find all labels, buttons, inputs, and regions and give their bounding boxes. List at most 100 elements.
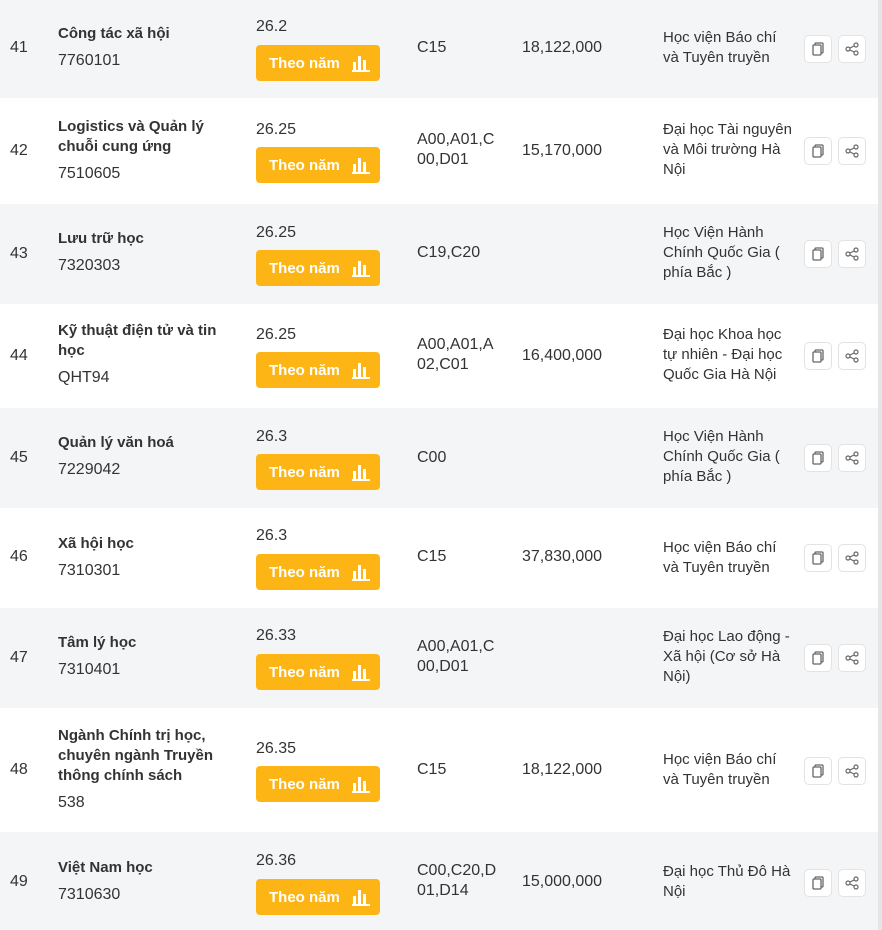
by-year-button[interactable]: Theo năm bbox=[256, 45, 380, 81]
major-title: Lưu trữ học bbox=[58, 230, 144, 247]
major-name: Kỹ thuật điện tử và tin học QHT94 bbox=[58, 321, 228, 388]
score: 26.25 bbox=[256, 224, 297, 241]
row-index: 41 bbox=[10, 39, 28, 56]
share-icon bbox=[845, 144, 859, 158]
row-index: 49 bbox=[10, 873, 28, 890]
bar-chart-icon bbox=[352, 665, 370, 681]
score: 26.2 bbox=[256, 18, 288, 35]
row-index: 42 bbox=[10, 142, 28, 159]
share-button[interactable] bbox=[838, 35, 866, 63]
copy-button[interactable] bbox=[804, 757, 832, 785]
share-button[interactable] bbox=[838, 444, 866, 472]
share-button[interactable] bbox=[838, 757, 866, 785]
row-index: 47 bbox=[10, 649, 28, 666]
school-name: Học viện Báo chí và Tuyên truyền bbox=[663, 539, 777, 576]
bar-chart-icon bbox=[352, 363, 370, 379]
share-button[interactable] bbox=[838, 342, 866, 370]
copy-icon bbox=[812, 651, 824, 665]
share-button[interactable] bbox=[838, 240, 866, 268]
major-name: Xã hội học 7310301 bbox=[58, 534, 228, 581]
copy-button[interactable] bbox=[804, 137, 832, 165]
by-year-button[interactable]: Theo năm bbox=[256, 879, 380, 915]
bar-chart-icon bbox=[352, 565, 370, 581]
share-icon bbox=[845, 349, 859, 363]
major-name: Tâm lý học 7310401 bbox=[58, 633, 228, 680]
major-title: Kỹ thuật điện tử và tin học bbox=[58, 322, 217, 359]
tuition-fee: 15,000,000 bbox=[522, 873, 603, 890]
score: 26.36 bbox=[256, 852, 297, 869]
tuition-fee: 18,122,000 bbox=[522, 39, 603, 56]
copy-icon bbox=[812, 551, 824, 565]
score: 26.33 bbox=[256, 627, 297, 644]
copy-button[interactable] bbox=[804, 35, 832, 63]
tuition-fee: 16,400,000 bbox=[522, 347, 603, 364]
bar-chart-icon bbox=[352, 465, 370, 481]
copy-button[interactable] bbox=[804, 240, 832, 268]
share-icon bbox=[845, 42, 859, 56]
school-name: Học viện Báo chí và Tuyên truyền bbox=[663, 751, 777, 788]
subject-combos: A00,A01,A02,C01 bbox=[417, 336, 494, 373]
share-button[interactable] bbox=[838, 137, 866, 165]
by-year-label: Theo năm bbox=[269, 259, 340, 277]
score: 26.3 bbox=[256, 527, 288, 544]
major-name: Công tác xã hội 7760101 bbox=[58, 24, 228, 71]
share-button[interactable] bbox=[838, 644, 866, 672]
school-name: Học Viện Hành Chính Quốc Gia ( phía Bắc … bbox=[663, 428, 780, 485]
school-name: Đại học Tài nguyên và Môi trường Hà Nội bbox=[663, 121, 792, 178]
copy-button[interactable] bbox=[804, 444, 832, 472]
row-index: 48 bbox=[10, 761, 28, 778]
tuition-fee: 37,830,000 bbox=[522, 548, 603, 565]
copy-icon bbox=[812, 764, 824, 778]
by-year-label: Theo năm bbox=[269, 463, 340, 481]
table-row: 45 Quản lý văn hoá 7229042 26.3 Theo năm… bbox=[0, 408, 878, 508]
share-button[interactable] bbox=[838, 869, 866, 897]
scrollbar[interactable] bbox=[878, 0, 882, 930]
by-year-label: Theo năm bbox=[269, 54, 340, 72]
bar-chart-icon bbox=[352, 158, 370, 174]
copy-button[interactable] bbox=[804, 544, 832, 572]
by-year-label: Theo năm bbox=[269, 663, 340, 681]
copy-icon bbox=[812, 876, 824, 890]
by-year-button[interactable]: Theo năm bbox=[256, 654, 380, 690]
subject-combos: C19,C20 bbox=[417, 244, 481, 261]
table-row: 47 Tâm lý học 7310401 26.33 Theo năm A00… bbox=[0, 608, 878, 708]
share-icon bbox=[845, 876, 859, 890]
copy-button[interactable] bbox=[804, 342, 832, 370]
share-icon bbox=[845, 451, 859, 465]
major-name: Logistics và Quản lý chuỗi cung ứng 7510… bbox=[58, 117, 228, 184]
school-name: Đại học Khoa học tự nhiên - Đại học Quốc… bbox=[663, 326, 783, 383]
by-year-button[interactable]: Theo năm bbox=[256, 352, 380, 388]
score: 26.25 bbox=[256, 326, 297, 343]
copy-button[interactable] bbox=[804, 644, 832, 672]
major-code: 7310401 bbox=[58, 661, 121, 678]
major-title: Quản lý văn hoá bbox=[58, 434, 174, 451]
share-button[interactable] bbox=[838, 544, 866, 572]
school-name: Đại học Thủ Đô Hà Nội bbox=[663, 863, 791, 900]
by-year-button[interactable]: Theo năm bbox=[256, 147, 380, 183]
major-title: Ngành Chính trị học, chuyên ngành Truyền… bbox=[58, 727, 214, 784]
school-name: Học Viện Hành Chính Quốc Gia ( phía Bắc … bbox=[663, 224, 780, 281]
by-year-button[interactable]: Theo năm bbox=[256, 454, 380, 490]
score: 26.3 bbox=[256, 428, 288, 445]
by-year-button[interactable]: Theo năm bbox=[256, 250, 380, 286]
by-year-button[interactable]: Theo năm bbox=[256, 766, 380, 802]
share-icon bbox=[845, 764, 859, 778]
major-title: Việt Nam học bbox=[58, 859, 153, 876]
major-title: Xã hội học bbox=[58, 535, 134, 552]
subject-combos: C00,C20,D01,D14 bbox=[417, 862, 497, 899]
row-index: 43 bbox=[10, 245, 28, 262]
major-code: 7310630 bbox=[58, 886, 121, 903]
by-year-label: Theo năm bbox=[269, 888, 340, 906]
major-title: Logistics và Quản lý chuỗi cung ứng bbox=[58, 118, 204, 155]
table-row: 42 Logistics và Quản lý chuỗi cung ứng 7… bbox=[0, 98, 878, 204]
table-row: 41 Công tác xã hội 7760101 26.2 Theo năm… bbox=[0, 0, 878, 98]
major-code: 7320303 bbox=[58, 257, 121, 274]
share-icon bbox=[845, 651, 859, 665]
subject-combos: A00,A01,C00,D01 bbox=[417, 131, 495, 168]
row-index: 45 bbox=[10, 449, 28, 466]
school-name: Học viện Báo chí và Tuyên truyền bbox=[663, 29, 777, 66]
bar-chart-icon bbox=[352, 777, 370, 793]
copy-button[interactable] bbox=[804, 869, 832, 897]
by-year-button[interactable]: Theo năm bbox=[256, 554, 380, 590]
row-index: 46 bbox=[10, 548, 28, 565]
